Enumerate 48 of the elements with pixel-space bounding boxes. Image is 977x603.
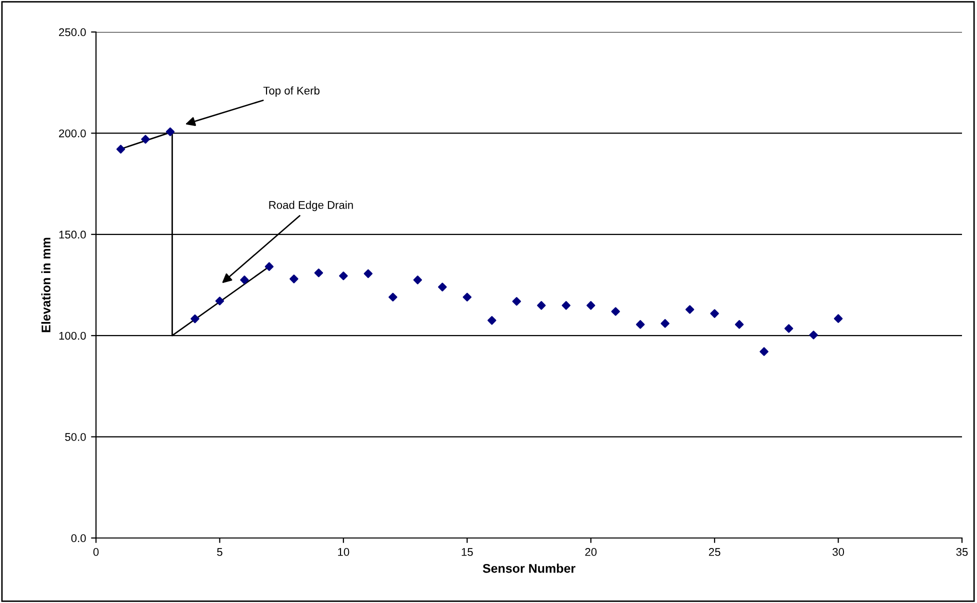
point	[611, 307, 620, 316]
y-axis-title: Elevation in mm	[41, 238, 50, 332]
point	[834, 314, 843, 323]
x-tick-label: 5	[217, 548, 222, 556]
point	[685, 305, 694, 314]
x-tick-label: 20	[585, 548, 597, 556]
y-tick-label: 200.0	[59, 129, 86, 138]
point	[512, 297, 521, 306]
x-axis-title: Sensor Number	[482, 564, 576, 573]
point	[141, 134, 150, 144]
y-tick-label: 150.0	[59, 230, 86, 239]
point	[760, 347, 768, 356]
y-tick-label: 100.0	[59, 332, 86, 340]
point	[586, 301, 596, 310]
x-tick-label: 30	[832, 548, 844, 556]
point	[215, 296, 224, 306]
point	[413, 276, 422, 284]
point	[364, 269, 373, 278]
x-tick-label: 0	[93, 548, 99, 556]
point	[537, 301, 546, 310]
x-tick-label: 25	[708, 548, 720, 556]
point	[314, 268, 324, 278]
point	[264, 262, 274, 271]
y-tick-label: 0.0	[71, 534, 86, 542]
point	[784, 324, 794, 333]
point	[339, 272, 348, 280]
point	[462, 292, 472, 302]
x-tick-label: 15	[462, 548, 473, 556]
point	[240, 276, 249, 284]
point	[809, 330, 818, 340]
annotation: Road Edge Drain	[269, 200, 353, 212]
y-tick-label: 50.0	[65, 433, 86, 441]
point	[734, 320, 744, 329]
x-tick-label: 10	[338, 548, 350, 556]
annotation: Top of Kerb	[263, 86, 320, 97]
x-tick-label: 35	[956, 548, 968, 556]
point	[166, 127, 175, 136]
point	[438, 282, 447, 292]
point	[388, 292, 398, 302]
y-tick-label: 250.0	[59, 28, 86, 36]
point	[636, 320, 645, 329]
point	[488, 316, 496, 325]
point	[116, 144, 126, 154]
point	[190, 314, 200, 324]
point	[660, 319, 670, 328]
point	[562, 301, 570, 310]
point	[290, 274, 298, 284]
point	[710, 309, 719, 318]
